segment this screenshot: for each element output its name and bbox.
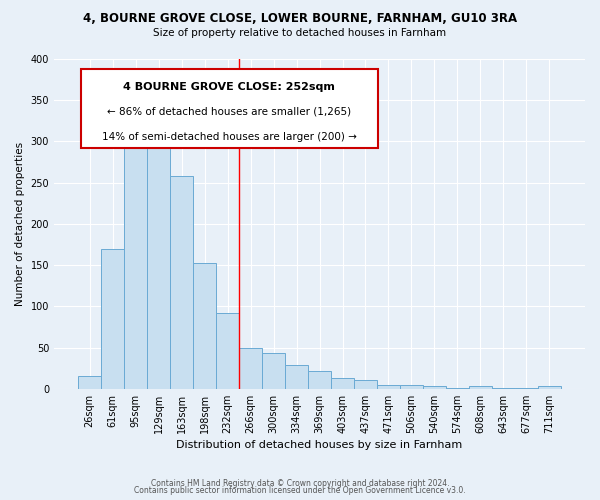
Y-axis label: Number of detached properties: Number of detached properties <box>15 142 25 306</box>
Bar <box>216 313 239 389</box>
Text: 4 BOURNE GROVE CLOSE: 252sqm: 4 BOURNE GROVE CLOSE: 252sqm <box>124 82 335 92</box>
Bar <box>423 386 446 389</box>
Bar <box>354 380 377 389</box>
Bar <box>538 386 561 389</box>
Bar <box>78 376 101 389</box>
FancyBboxPatch shape <box>80 69 378 148</box>
Text: 14% of semi-detached houses are larger (200) →: 14% of semi-detached houses are larger (… <box>102 132 356 141</box>
Bar <box>446 388 469 389</box>
Bar <box>308 370 331 389</box>
Bar <box>377 384 400 389</box>
Text: Contains HM Land Registry data © Crown copyright and database right 2024.: Contains HM Land Registry data © Crown c… <box>151 478 449 488</box>
Bar <box>262 354 285 389</box>
Bar <box>400 384 423 389</box>
Text: 4, BOURNE GROVE CLOSE, LOWER BOURNE, FARNHAM, GU10 3RA: 4, BOURNE GROVE CLOSE, LOWER BOURNE, FAR… <box>83 12 517 26</box>
Bar <box>101 248 124 389</box>
Bar <box>331 378 354 389</box>
Bar <box>285 365 308 389</box>
Text: ← 86% of detached houses are smaller (1,265): ← 86% of detached houses are smaller (1,… <box>107 107 352 117</box>
X-axis label: Distribution of detached houses by size in Farnham: Distribution of detached houses by size … <box>176 440 463 450</box>
Bar <box>170 176 193 389</box>
Bar <box>239 348 262 389</box>
Bar <box>492 388 515 389</box>
Bar <box>193 262 216 389</box>
Bar <box>147 118 170 389</box>
Text: Size of property relative to detached houses in Farnham: Size of property relative to detached ho… <box>154 28 446 38</box>
Text: Contains public sector information licensed under the Open Government Licence v3: Contains public sector information licen… <box>134 486 466 495</box>
Bar <box>469 386 492 389</box>
Bar <box>515 388 538 389</box>
Bar <box>124 142 147 389</box>
